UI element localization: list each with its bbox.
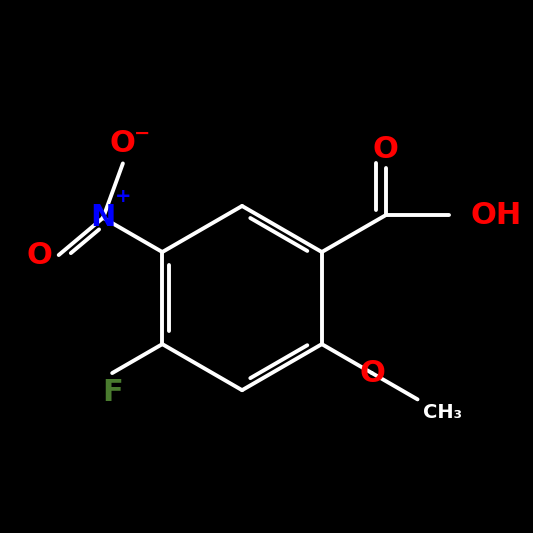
Text: CH₃: CH₃ <box>423 403 462 422</box>
Text: −: − <box>134 124 151 143</box>
Text: F: F <box>102 378 123 407</box>
Text: +: + <box>115 187 131 206</box>
Text: O: O <box>373 135 399 164</box>
Text: O: O <box>26 240 52 270</box>
Text: O: O <box>359 359 385 387</box>
Text: O: O <box>110 130 136 158</box>
Text: N: N <box>91 203 116 232</box>
Text: OH: OH <box>471 201 522 230</box>
